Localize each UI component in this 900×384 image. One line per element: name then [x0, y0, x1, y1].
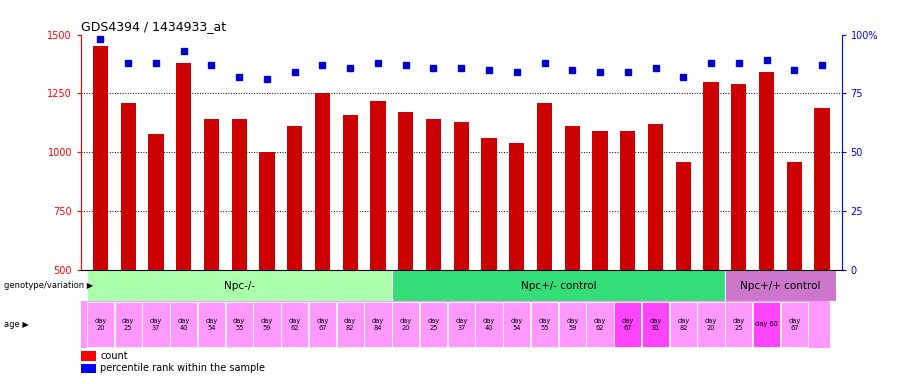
Text: day
59: day 59 — [261, 318, 273, 331]
Bar — [564, 126, 580, 270]
Text: day
37: day 37 — [149, 318, 162, 331]
Text: day
40: day 40 — [177, 318, 190, 331]
Bar — [509, 143, 525, 270]
Bar — [81, 364, 96, 374]
Bar — [81, 351, 96, 361]
Bar — [93, 46, 108, 270]
Bar — [731, 84, 746, 270]
Bar — [753, 302, 780, 347]
Text: day
20: day 20 — [400, 318, 412, 331]
Bar — [198, 302, 225, 347]
Text: percentile rank within the sample: percentile rank within the sample — [100, 363, 265, 373]
Bar — [176, 63, 192, 270]
Bar — [337, 302, 364, 347]
Text: day
59: day 59 — [566, 318, 579, 331]
Bar — [787, 162, 802, 270]
Bar — [426, 119, 441, 270]
Text: count: count — [100, 351, 128, 361]
Text: Npc+/- control: Npc+/- control — [520, 281, 596, 291]
Text: day
25: day 25 — [428, 318, 439, 331]
Bar — [724, 270, 836, 301]
Bar — [454, 122, 469, 270]
Bar — [620, 131, 635, 270]
Text: day
62: day 62 — [289, 318, 301, 331]
Bar — [482, 138, 497, 270]
Bar — [343, 115, 358, 270]
Text: day
82: day 82 — [344, 318, 356, 331]
Text: day
82: day 82 — [677, 318, 689, 331]
Bar — [364, 302, 392, 347]
Bar — [642, 302, 669, 347]
Bar — [281, 302, 309, 347]
Bar — [254, 302, 281, 347]
Text: day
54: day 54 — [510, 318, 523, 331]
Text: Npc+/+ control: Npc+/+ control — [740, 281, 821, 291]
Bar — [670, 302, 697, 347]
Bar — [614, 302, 642, 347]
Bar — [371, 101, 385, 270]
Bar — [531, 302, 558, 347]
Text: day 60: day 60 — [755, 321, 778, 328]
Bar — [392, 270, 724, 301]
Text: day
25: day 25 — [122, 318, 134, 331]
Bar — [121, 103, 136, 270]
Bar — [226, 302, 253, 347]
Text: day
67: day 67 — [622, 318, 634, 331]
Text: day
84: day 84 — [372, 318, 384, 331]
Bar — [704, 82, 719, 270]
Text: day
20: day 20 — [94, 318, 106, 331]
Bar — [503, 302, 530, 347]
Text: day
20: day 20 — [705, 318, 717, 331]
Bar — [592, 131, 608, 270]
Text: day
40: day 40 — [483, 318, 495, 331]
Text: day
67: day 67 — [316, 318, 328, 331]
Text: day
54: day 54 — [205, 318, 218, 331]
Bar — [559, 302, 586, 347]
Text: day
37: day 37 — [455, 318, 467, 331]
Bar — [698, 302, 724, 347]
Bar — [315, 93, 330, 270]
Bar — [287, 126, 302, 270]
Bar — [759, 72, 774, 270]
Bar — [114, 302, 142, 347]
Text: day
55: day 55 — [233, 318, 246, 331]
Bar — [420, 302, 447, 347]
Text: day
81: day 81 — [650, 318, 662, 331]
Bar — [392, 302, 419, 347]
Text: day
67: day 67 — [788, 318, 800, 331]
Text: age ▶: age ▶ — [4, 320, 30, 329]
Bar — [537, 103, 552, 270]
Bar — [86, 270, 392, 301]
Bar — [231, 119, 247, 270]
Text: day
55: day 55 — [538, 318, 551, 331]
Bar — [203, 119, 219, 270]
Bar — [309, 302, 336, 347]
Bar — [170, 302, 197, 347]
Bar — [780, 302, 808, 347]
Bar — [648, 124, 663, 270]
Bar — [676, 162, 691, 270]
Bar — [814, 108, 830, 270]
Text: Npc-/-: Npc-/- — [223, 281, 255, 291]
Text: day
25: day 25 — [733, 318, 745, 331]
Bar — [475, 302, 502, 347]
Text: genotype/variation ▶: genotype/variation ▶ — [4, 281, 94, 290]
Bar — [142, 302, 169, 347]
Bar — [587, 302, 614, 347]
Text: GDS4394 / 1434933_at: GDS4394 / 1434933_at — [81, 20, 226, 33]
Bar — [447, 302, 475, 347]
Bar — [148, 134, 164, 270]
Bar — [725, 302, 752, 347]
Bar — [259, 152, 274, 270]
Bar — [398, 113, 413, 270]
Text: day
62: day 62 — [594, 318, 607, 331]
Bar — [86, 302, 114, 347]
